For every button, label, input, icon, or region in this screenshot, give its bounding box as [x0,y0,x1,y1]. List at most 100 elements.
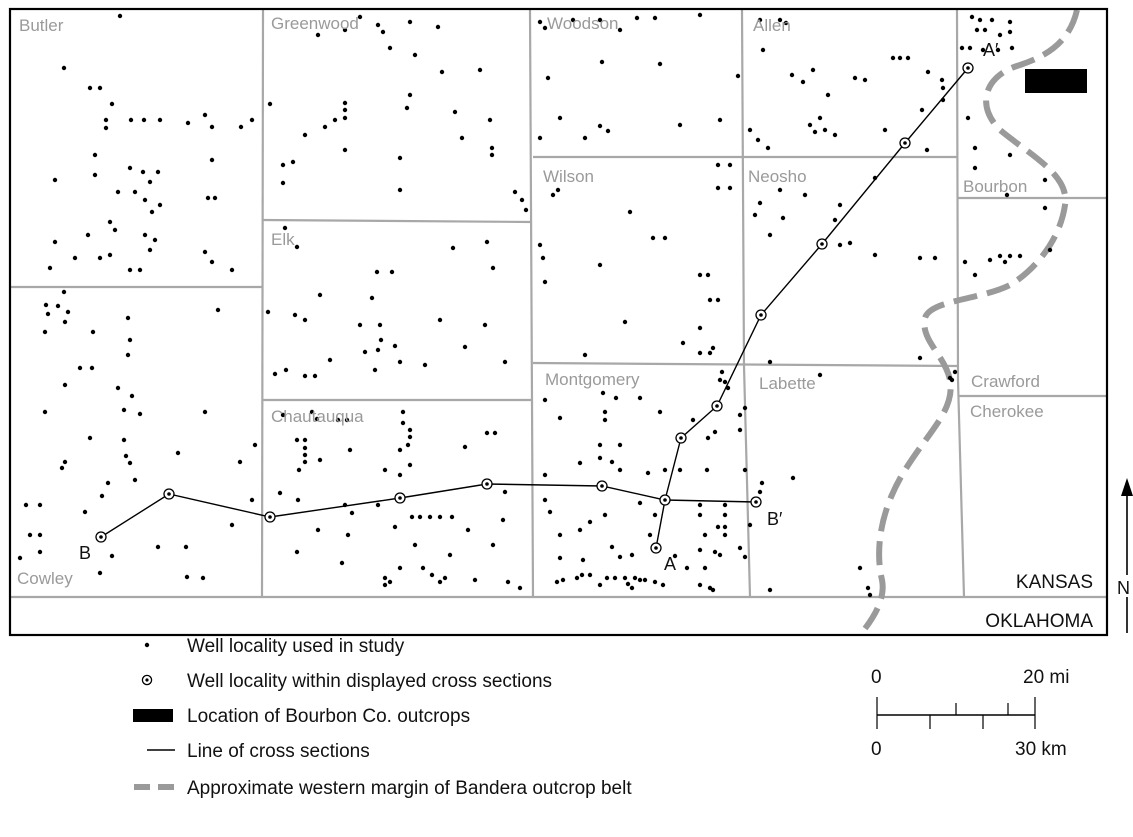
well-dot [637,577,643,583]
well-dot [482,322,488,328]
well-dot [407,92,413,98]
well-dot [997,32,1003,38]
scale-bar: 0 20 mi 0 30 km [871,667,1069,760]
well-dot [43,302,49,308]
well-dot [989,17,995,23]
well-dot [1007,29,1013,35]
well-dot [1042,205,1048,211]
well-dot [97,570,103,576]
well-dot [822,127,828,133]
north-label: N [1117,578,1130,598]
well-dot [980,47,986,53]
well-dot [462,344,468,350]
well-dot [677,122,683,128]
well-dot [622,319,628,325]
well-dot [1002,259,1008,265]
well-dot [717,552,723,558]
well-dot [437,579,443,585]
well-dot [492,430,498,436]
well-dot [825,92,831,98]
well-dot [389,269,395,275]
well-dot [295,497,301,503]
section-well-marker [755,309,767,321]
well-dot [932,255,938,261]
map-frame [8,7,1109,637]
well-dot [17,555,23,561]
section-well-marker [650,542,662,554]
well-dot [574,575,580,581]
well-dot [127,165,133,171]
legend-well-symbol [144,642,150,648]
well-dot [397,187,403,193]
well-dot [697,582,703,588]
well-dot [155,544,161,550]
well-dot [542,279,548,285]
well-dot [407,434,413,440]
well-dot [865,585,871,591]
well-dot [939,77,945,83]
well-dot [184,574,190,580]
well-dot [672,553,678,559]
well-dot [484,239,490,245]
well-dot [707,350,713,356]
well-dot [690,417,696,423]
well-dot [722,512,728,518]
well-dot [832,132,838,138]
well-dot [277,490,283,496]
well-dot [280,162,286,168]
well-dot [600,390,606,396]
well-dot [202,249,208,255]
well-dot [87,85,93,91]
well-dot [982,27,988,33]
well-dot [917,255,923,261]
well-dot [940,85,946,91]
well-dot [1017,253,1023,259]
scale-mi-end: 20 mi [1023,667,1069,688]
well-dot [597,582,603,588]
well-dot [315,527,321,533]
well-dot [737,412,743,418]
well-dot [577,460,583,466]
well-dot [832,217,838,223]
well-dot [302,132,308,138]
well-dot [722,379,728,385]
county-label-crawford: Crawford [971,372,1040,391]
well-dot [715,297,721,303]
well-dot [209,124,215,130]
well-dot [449,514,455,520]
well-dot [629,552,635,558]
well-dot [742,467,748,473]
well-dot [725,385,731,391]
well-dot [737,427,743,433]
well-dot [132,477,138,483]
well-dot [800,79,806,85]
section-well-marker [264,511,276,523]
well-dot [372,367,378,373]
well-dot [735,73,741,79]
well-dot [705,435,711,441]
well-dot [742,405,748,411]
well-dot [377,322,383,328]
well-dot [342,100,348,106]
county-label-butler: Butler [19,16,64,35]
well-dot [55,303,61,309]
well-dot [157,117,163,123]
county-label-wilson: Wilson [543,167,594,186]
well-dot [925,69,931,75]
well-dot [959,45,965,51]
well-dot [407,19,413,25]
well-dot [103,125,109,131]
well-dot [155,169,161,175]
county-label-cherokee: Cherokee [970,402,1044,421]
cross-section-line-b [100,483,757,538]
well-dot [597,455,603,461]
well-dot [489,152,495,158]
well-dot [1007,19,1013,25]
well-dot [302,437,308,443]
well-dot [974,27,980,33]
section-end-label-b: B [79,543,91,563]
well-dot [697,272,703,278]
well-dot [790,475,796,481]
well-dot [613,395,619,401]
legend-line-text: Line of cross sections [187,741,370,762]
